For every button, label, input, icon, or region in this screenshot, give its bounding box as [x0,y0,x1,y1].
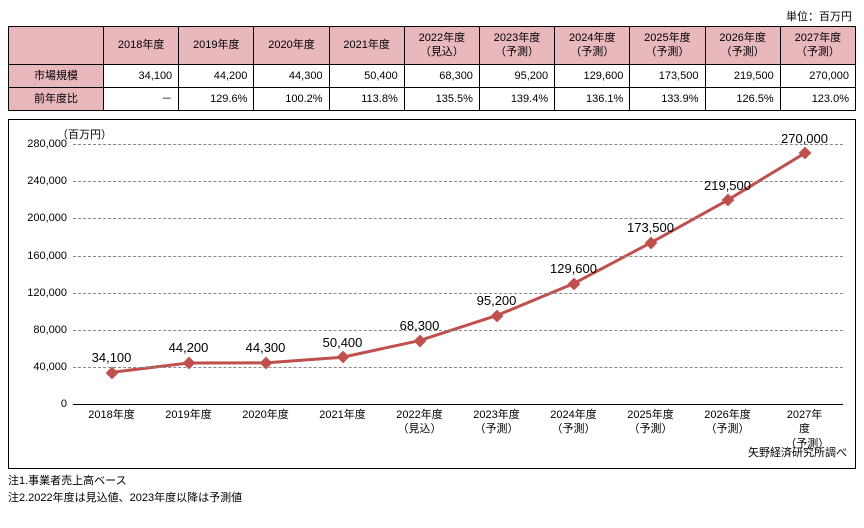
column-header: 2020年度 [254,27,329,65]
gridline [73,404,843,405]
unit-label: 単位：百万円 [8,8,856,24]
data-label: 95,200 [477,293,517,308]
table-cell: 100.2% [254,87,329,110]
x-tick-label: 2019年度 [165,408,211,422]
table-cell: 34,100 [104,64,179,87]
y-tick-label: 120,000 [27,287,73,299]
gridline [73,330,843,331]
footnote-1: 注1.事業者売上高ベース [8,473,856,490]
table-cell: 129.6% [179,87,254,110]
column-header: 2022年度 （見込） [404,27,479,65]
data-label: 68,300 [400,318,440,333]
data-label: 173,500 [627,220,674,235]
x-axis-labels: 2018年度 2019年度 2020年度 2021年度 2022年度 （見込） 2023年… [73,408,843,440]
table-cell: 123.0% [780,87,855,110]
table-cell: 136.1% [555,87,630,110]
y-tick-label: 200,000 [27,212,73,224]
table-cell: 44,200 [179,64,254,87]
table-cell: 68,300 [404,64,479,87]
data-label: 44,300 [246,340,286,355]
data-label: 219,500 [704,178,751,193]
y-tick-label: 80,000 [33,324,73,336]
x-tick-label: 2018年度 [88,408,134,422]
x-tick-label: 2020年度 [242,408,288,422]
x-tick-label: 2021年度 [319,408,365,422]
gridline [73,293,843,294]
row-header: 前年度比 [9,87,104,110]
table-cell: 139.4% [479,87,554,110]
x-tick-label: 2024年度 （予測） [550,408,596,437]
table-cell: 135.5% [404,87,479,110]
footnote-2: 注2.2022年度は見込値、2023年度以降は予測値 [8,490,856,507]
y-axis-unit: （百万円） [57,126,847,142]
y-tick-label: 240,000 [27,175,73,187]
footnotes: 注1.事業者売上高ベース 注2.2022年度は見込値、2023年度以降は予測値 [8,473,856,506]
column-header: 2024年度 （予測） [555,27,630,65]
column-header: 2025年度 （予測） [630,27,705,65]
table-cell: 113.8% [329,87,404,110]
x-tick-label: 2022年度 （見込） [396,408,442,437]
y-tick-label: 40,000 [33,361,73,373]
data-label: 50,400 [323,335,363,350]
column-header: 2019年度 [179,27,254,65]
table-cell: 270,000 [780,64,855,87]
table-corner [9,27,104,65]
gridline [73,144,843,145]
x-tick-label: 2025年度 （予測） [627,408,673,437]
table-cell: 219,500 [705,64,780,87]
x-tick-label: 2026年度 （予測） [704,408,750,437]
data-table: 2018年度2019年度2020年度2021年度2022年度 （見込）2023年… [8,26,856,111]
gridline [73,256,843,257]
column-header: 2023年度 （予測） [479,27,554,65]
column-header: 2027年度 （予測） [780,27,855,65]
table-cell: 173,500 [630,64,705,87]
x-tick-label: 2027年度 （予測） [785,408,824,451]
y-tick-label: 280,000 [27,138,73,150]
table-cell: 95,200 [479,64,554,87]
table-cell: 126.5% [705,87,780,110]
y-tick-label: 0 [61,398,73,410]
data-label: 129,600 [550,261,597,276]
table-cell: 50,400 [329,64,404,87]
row-header: 市場規模 [9,64,104,87]
x-tick-label: 2023年度 （予測） [473,408,519,437]
data-label: 44,200 [169,340,209,355]
table-cell: 129,600 [555,64,630,87]
plot-area: 040,00080,000120,000160,000200,000240,00… [73,144,843,404]
column-header: 2018年度 [104,27,179,65]
data-label: 270,000 [781,131,828,146]
gridline [73,218,843,219]
chart-source: 矢野経済研究所調べ [17,444,847,460]
table-cell: 133.9% [630,87,705,110]
table-cell: 44,300 [254,64,329,87]
column-header: 2026年度 （予測） [705,27,780,65]
column-header: 2021年度 [329,27,404,65]
data-label: 34,100 [92,350,132,365]
table-cell: － [104,87,179,110]
chart-container: （百万円） 040,00080,000120,000160,000200,000… [8,119,856,469]
y-tick-label: 160,000 [27,250,73,262]
